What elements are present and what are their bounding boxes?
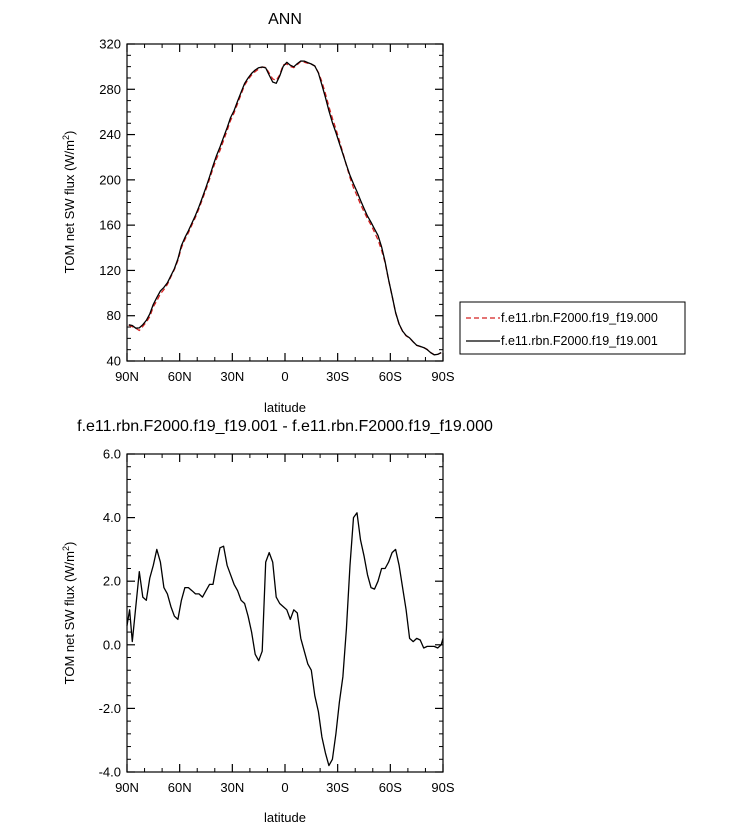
top-series-line-0 [128, 60, 442, 356]
bottom-x-tick-label: 90N [115, 780, 139, 795]
top-y-tick-label: 80 [107, 308, 121, 323]
top-x-tick-label: 0 [281, 369, 288, 384]
top-y-tick-label: 120 [99, 263, 121, 278]
top-x-axis-label: latitude [264, 400, 306, 415]
bottom-x-tick-label: 0 [281, 780, 288, 795]
top-y-axis-label-main: TOM net SW flux (W/m [62, 140, 77, 273]
bottom-y-tick-label: 2.0 [103, 574, 121, 589]
top-y-tick-label: 320 [99, 37, 121, 52]
top-y-tick-label: 160 [99, 218, 121, 233]
top-y-tick-label: 280 [99, 82, 121, 97]
bottom-y-axis-label-sup: 2 [61, 546, 71, 551]
legend: f.e11.rbn.F2000.f19_f19.000 f.e11.rbn.F2… [459, 301, 686, 355]
top-plot-frame [126, 43, 444, 362]
top-y-tick-label: 200 [99, 172, 121, 187]
bottom-y-tick-label: -4.0 [99, 765, 121, 780]
bottom-plot-frame [126, 453, 444, 773]
top-x-tick-label: 30S [326, 369, 349, 384]
top-y-axis-label: TOM net SW flux (W/m2) [61, 131, 77, 274]
bottom-x-tick-label: 30S [326, 780, 349, 795]
bottom-x-tick-label: 30N [220, 780, 244, 795]
legend-box [459, 301, 686, 355]
top-x-tick-label: 60S [379, 369, 402, 384]
panel-top: ANN TOM net SW flux (W/m2) latitude 90N 6… [61, 11, 686, 415]
top-chart-title: ANN [268, 11, 302, 28]
svg-text:TOM net SW flux (W/m2): TOM net SW flux (W/m2) [61, 131, 77, 274]
bottom-x-tick-label: 60S [379, 780, 402, 795]
top-y-tick-label: 40 [107, 354, 121, 369]
bottom-y-tick-label: 4.0 [103, 510, 121, 525]
svg-text:TOM net SW flux (W/m2): TOM net SW flux (W/m2) [61, 542, 77, 685]
top-x-tick-label: 90S [431, 369, 454, 384]
legend-entry-001: f.e11.rbn.F2000.f19_f19.001 [501, 334, 658, 348]
bottom-x-tick-label: 90S [431, 780, 454, 795]
top-series-line-1 [128, 60, 442, 356]
bottom-y-tick-label: 0.0 [103, 637, 121, 652]
bottom-y-axis-label-tail: ) [62, 542, 77, 546]
top-y-axis-label-tail: ) [62, 131, 77, 135]
top-x-tick-label: 30N [220, 369, 244, 384]
top-y-tick-label: 240 [99, 127, 121, 142]
bottom-chart-title: f.e11.rbn.F2000.f19_f19.001 - f.e11.rbn.… [77, 418, 493, 435]
bottom-x-tick-label: 60N [168, 780, 192, 795]
top-y-axis-label-sup: 2 [61, 135, 71, 140]
bottom-series-line-0 [126, 512, 444, 767]
panel-bottom: f.e11.rbn.F2000.f19_f19.001 - f.e11.rbn.… [61, 418, 493, 825]
bottom-y-tick-label: 6.0 [103, 447, 121, 462]
legend-entry-000: f.e11.rbn.F2000.f19_f19.000 [501, 311, 658, 325]
top-x-tick-label: 60N [168, 369, 192, 384]
bottom-x-axis-label: latitude [264, 810, 306, 825]
bottom-y-axis-label: TOM net SW flux (W/m2) [61, 542, 77, 685]
bottom-y-tick-label: -2.0 [99, 701, 121, 716]
bottom-y-axis-label-main: TOM net SW flux (W/m [62, 551, 77, 684]
top-x-tick-label: 90N [115, 369, 139, 384]
